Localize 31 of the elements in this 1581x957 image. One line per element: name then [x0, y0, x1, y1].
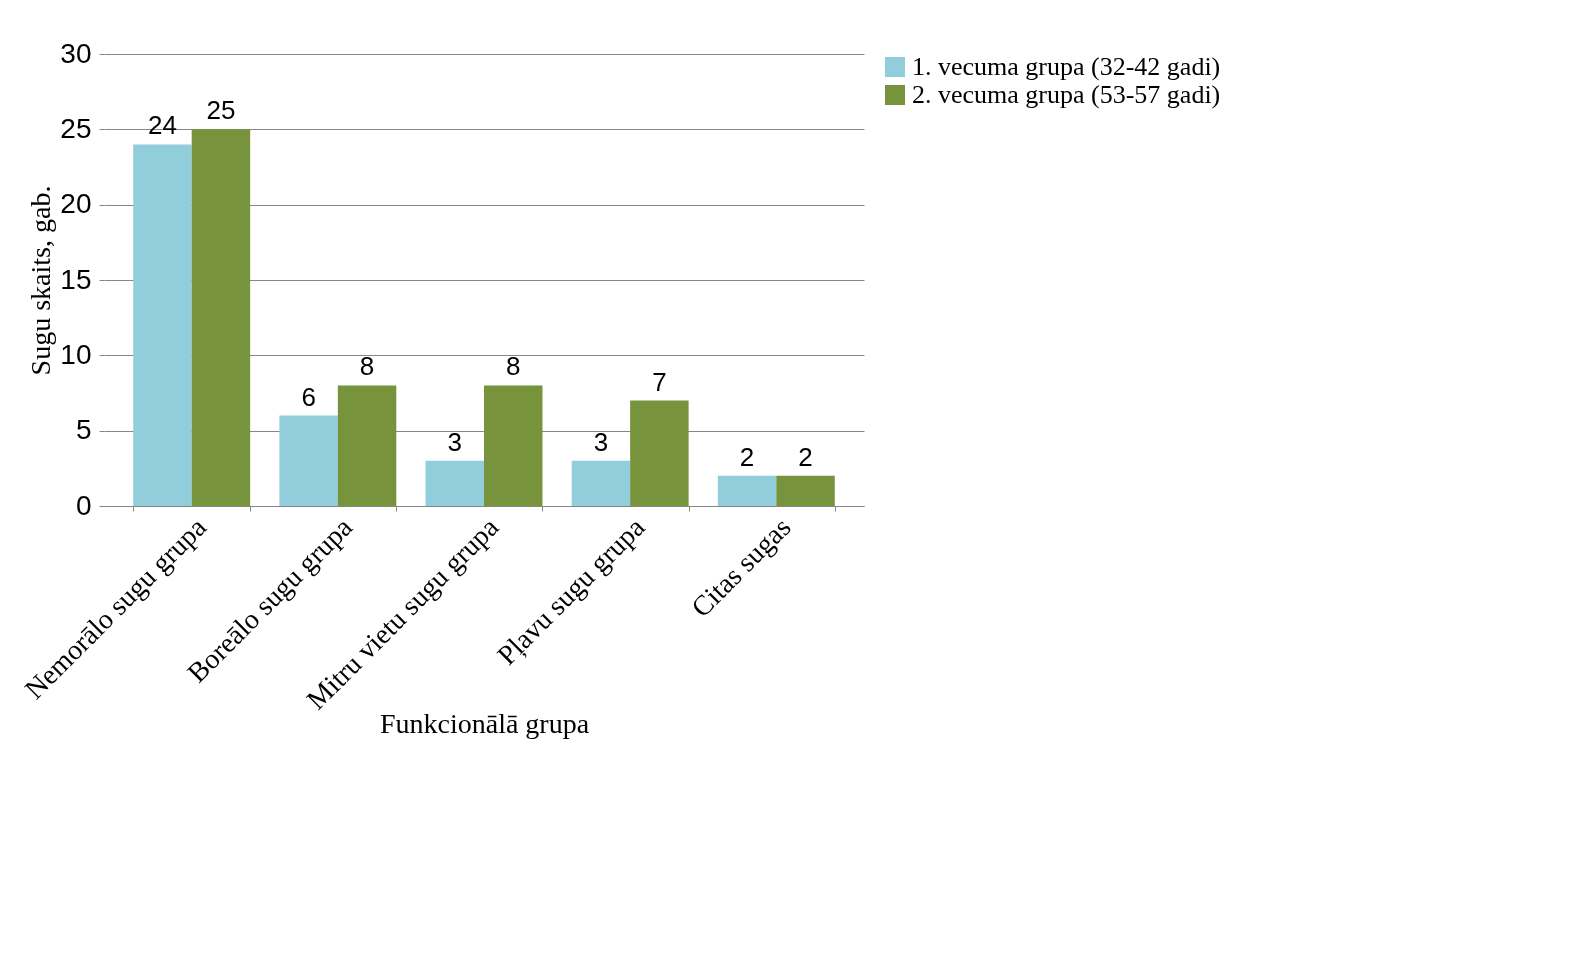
data-label: 25	[206, 95, 236, 126]
data-label: 3	[593, 426, 609, 457]
bar	[279, 415, 338, 506]
data-label: 2	[739, 441, 755, 472]
y-tick-label: 15	[60, 263, 92, 295]
bar	[425, 460, 484, 506]
bar	[571, 460, 631, 506]
data-label: 2	[798, 441, 813, 472]
y-tick-label: 30	[60, 37, 92, 69]
legend-label: 2. vecuma grupa (53-57 gadi)	[912, 80, 1221, 109]
y-tick-label: 20	[60, 188, 92, 220]
y-tick-label: 10	[60, 338, 92, 370]
x-axis-title: Funkcionālā grupa	[379, 707, 590, 739]
data-label: 6	[301, 381, 316, 412]
y-axis-title: Sugu skaits, gab.	[25, 185, 57, 376]
y-tick-label: 0	[75, 489, 92, 521]
data-label: 8	[506, 351, 521, 382]
bar	[630, 400, 689, 506]
bar	[484, 385, 543, 506]
data-label: 7	[652, 366, 667, 397]
legend-label: 1. vecuma grupa (32-42 gadi)	[912, 52, 1221, 81]
bar	[717, 475, 777, 506]
bar	[776, 475, 835, 506]
bar	[133, 144, 192, 506]
y-tick-label: 25	[60, 112, 92, 144]
bar	[191, 129, 251, 506]
data-label: 3	[447, 426, 462, 457]
bar	[337, 385, 397, 506]
data-label: 8	[359, 351, 375, 382]
data-label: 24	[148, 110, 177, 141]
y-tick-label: 5	[75, 414, 92, 446]
